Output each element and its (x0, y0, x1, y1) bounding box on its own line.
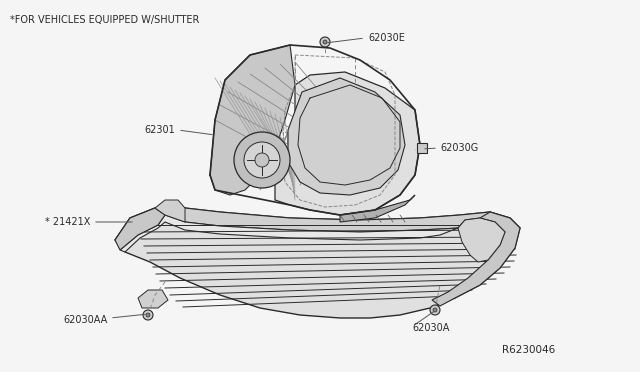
Circle shape (430, 305, 440, 315)
Circle shape (244, 142, 280, 178)
Polygon shape (155, 200, 185, 222)
Polygon shape (340, 195, 415, 222)
Circle shape (320, 37, 330, 47)
Text: 62301: 62301 (144, 125, 175, 135)
Polygon shape (120, 215, 480, 252)
Polygon shape (288, 78, 405, 195)
Circle shape (146, 313, 150, 317)
Text: *FOR VEHICLES EQUIPPED W/SHUTTER: *FOR VEHICLES EQUIPPED W/SHUTTER (10, 15, 200, 25)
Text: 62030G: 62030G (440, 143, 478, 153)
Circle shape (433, 308, 437, 312)
Text: * 21421X: * 21421X (45, 217, 90, 227)
Text: 62030A: 62030A (412, 323, 449, 333)
Polygon shape (115, 208, 520, 240)
Text: 62030E: 62030E (368, 33, 405, 43)
Circle shape (255, 153, 269, 167)
Polygon shape (115, 208, 165, 250)
Text: 62030AA: 62030AA (64, 315, 108, 325)
Polygon shape (210, 45, 295, 195)
Polygon shape (138, 290, 168, 308)
Polygon shape (458, 218, 505, 262)
Circle shape (234, 132, 290, 188)
Circle shape (323, 40, 327, 44)
Circle shape (143, 310, 153, 320)
Bar (417, 143, 427, 153)
Polygon shape (275, 72, 420, 215)
Text: R6230046: R6230046 (502, 345, 555, 355)
Polygon shape (432, 212, 520, 306)
Polygon shape (115, 208, 520, 318)
